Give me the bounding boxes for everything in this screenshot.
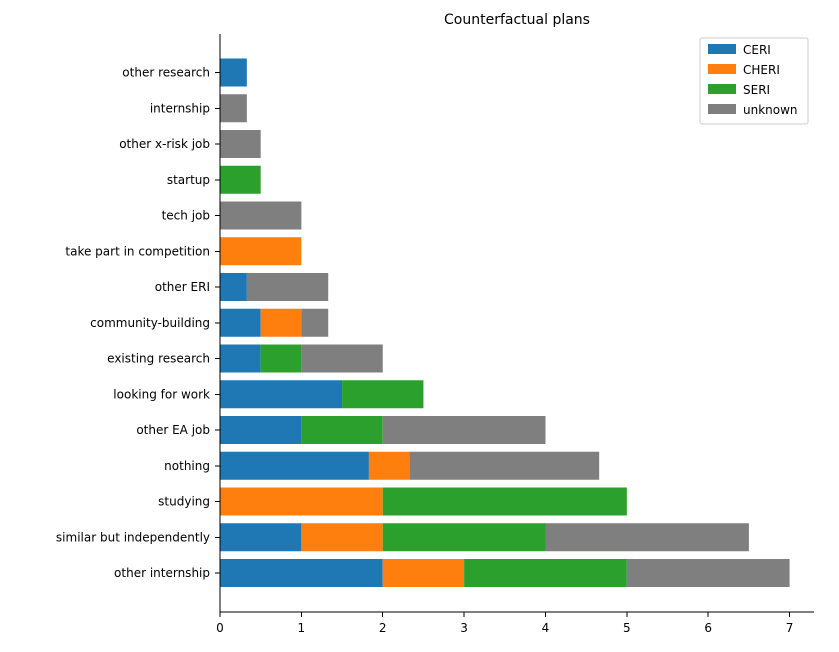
plot-area <box>220 58 790 587</box>
legend-label-ceri: CERI <box>743 43 771 57</box>
bar-unknown-other-ea-job <box>382 416 546 444</box>
bar-seri-startup <box>220 165 261 194</box>
bar-ceri-looking-for-work <box>220 380 343 409</box>
bar-seri-looking-for-work <box>342 380 424 409</box>
bar-cheri-take-part-in-competition <box>220 237 302 266</box>
y-tick-label: tech job <box>162 209 210 223</box>
y-tick-label: other EA job <box>136 423 210 437</box>
bar-ceri-other-internship <box>220 559 383 587</box>
y-tick-label: community-building <box>90 316 210 330</box>
x-tick-label: 5 <box>623 621 631 635</box>
bar-unknown-other-eri <box>246 273 329 301</box>
bar-cheri-studying <box>220 487 383 516</box>
x-tick-label: 4 <box>542 621 550 635</box>
bar-ceri-nothing <box>220 451 369 480</box>
y-tick-label: nothing <box>164 459 210 473</box>
bar-ceri-other-research <box>220 58 247 87</box>
legend-swatch-ceri <box>708 44 736 54</box>
axes: 0 1 2 3 4 5 6 7 other internship similar but inde… <box>56 34 814 635</box>
y-tick-label: internship <box>150 101 210 115</box>
bar-cheri-nothing <box>368 451 410 480</box>
bar-ceri-other-eri <box>220 273 247 301</box>
legend-swatch-seri <box>708 84 736 94</box>
y-tick-label: other x-risk job <box>119 137 210 151</box>
x-tick-label: 0 <box>216 621 224 635</box>
bar-ceri-similar-but-independently <box>220 523 302 552</box>
y-tick-label: similar but independently <box>56 530 210 544</box>
bar-seri-similar-but-independently <box>382 523 546 552</box>
bar-ceri-other-ea-job <box>220 416 302 444</box>
x-tick-label: 7 <box>786 621 794 635</box>
chart-title: Counterfactual plans <box>444 12 590 28</box>
x-tick-label: 6 <box>704 621 712 635</box>
y-tick-label: other ERI <box>155 280 210 294</box>
legend-label-seri: SERI <box>743 83 770 97</box>
bar-unknown-existing-research <box>301 344 383 373</box>
bar-unknown-community-building <box>301 308 329 337</box>
bar-seri-other-internship <box>464 559 627 587</box>
legend-swatch-unknown <box>708 104 736 114</box>
bar-ceri-existing-research <box>220 344 261 373</box>
bar-seri-studying <box>382 487 627 516</box>
bar-cheri-other-internship <box>382 559 465 587</box>
legend-swatch-cheri <box>708 64 736 74</box>
y-tick-label: other internship <box>114 566 210 580</box>
x-tick-label: 1 <box>298 621 306 635</box>
bar-unknown-other-x-risk-job <box>220 130 261 158</box>
y-tick-label: startup <box>167 173 210 187</box>
x-tick-label: 2 <box>379 621 387 635</box>
y-tick-label: studying <box>158 495 210 509</box>
bar-ceri-community-building <box>220 308 261 337</box>
y-tick-label: other research <box>122 66 210 80</box>
bar-seri-existing-research <box>260 344 302 373</box>
legend-box <box>699 37 809 125</box>
bar-unknown-similar-but-independently <box>545 523 749 552</box>
bar-unknown-other-internship <box>626 559 790 587</box>
bar-cheri-similar-but-independently <box>301 523 383 552</box>
y-tick-label: take part in competition <box>65 244 210 258</box>
x-tick-label: 3 <box>460 621 468 635</box>
y-tick-label: looking for work <box>113 387 210 401</box>
bar-seri-other-ea-job <box>301 416 383 444</box>
bar-unknown-internship <box>220 94 247 123</box>
legend-label-cheri: CHERI <box>743 63 780 77</box>
bar-cheri-community-building <box>260 308 302 337</box>
y-tick-label: existing research <box>107 352 210 366</box>
legend: CERI CHERI SERI unknown <box>699 37 809 125</box>
bar-unknown-nothing <box>409 451 600 480</box>
legend-label-unknown: unknown <box>743 103 798 117</box>
bar-unknown-tech-job <box>220 201 302 230</box>
